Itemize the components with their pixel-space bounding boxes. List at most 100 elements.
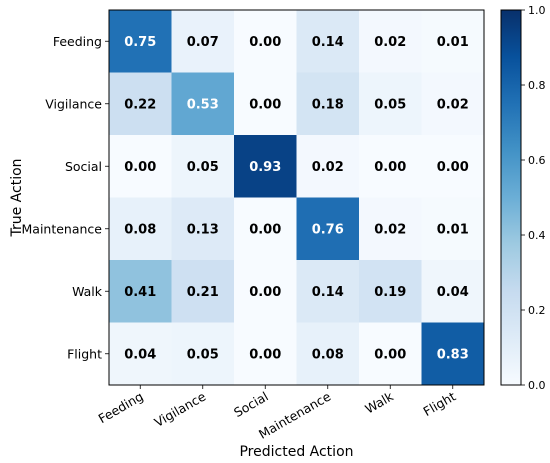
x-tick-label: Vigilance [152,388,209,430]
cell-value-label: 0.04 [124,347,156,362]
cell-value-label: 0.22 [124,97,156,112]
cell-value-label: 0.41 [124,285,156,300]
heatmap-cell [234,197,297,261]
cell-value-label: 0.02 [374,35,406,50]
heatmap-cell [421,322,485,386]
y-tick-label: Social [65,159,102,174]
y-axis-ticks: Feeding Vigilance Social Maintenance Walk Fli… [22,34,109,361]
heatmap-cell [296,10,360,73]
y-tick-label: Walk [72,284,103,299]
cell-value-label: 0.01 [437,222,469,237]
cell-value-label: 0.08 [312,347,344,362]
heatmap-cell [359,260,422,323]
cell-value-label: 0.13 [187,222,219,237]
cell-value-label: 0.83 [437,347,469,362]
cell-value-label: 0.02 [312,160,344,175]
y-tick-label: Feeding [53,34,102,49]
heatmap-cell [421,135,485,198]
cell-value-label: 0.01 [437,35,469,50]
heatmap-cell [109,135,172,198]
heatmap-cell [234,260,297,323]
heatmap-cell [171,260,235,323]
plot-frame [108,9,485,386]
cell-value-label: 0.02 [374,222,406,237]
cell-value-label: 0.04 [437,285,469,300]
cell-value-label: 0.00 [249,222,281,237]
cell-value-label: 0.00 [437,160,469,175]
heatmap-cell [171,10,235,73]
colorbar-tick-label: 0.2 [528,304,546,317]
heatmap-cell [421,260,485,323]
heatmap-cell [109,260,172,323]
cell-value-label: 0.00 [124,160,156,175]
cell-value-label: 0.53 [187,97,219,112]
heatmap-cell [296,322,360,386]
heatmap-cell [421,10,485,73]
heatmap-cell [109,322,172,386]
y-axis-label: True Action [9,158,25,237]
colorbar: 0.0 0.2 0.4 0.6 0.8 1.0 [500,4,546,392]
heatmap-cell [234,72,297,136]
colorbar-tick-label: 0.8 [528,79,546,92]
heatmap-cell [109,197,172,261]
heatmap-cells [109,10,485,386]
colorbar-tick-label: 0.4 [528,229,546,242]
heatmap-cell [171,197,235,261]
heatmap-cell [296,135,360,198]
cell-value-label: 0.07 [187,35,219,50]
cell-value-label: 0.02 [437,97,469,112]
cell-value-label: 0.93 [249,160,281,175]
heatmap-cell [359,322,422,386]
cell-value-labels: 0.75 0.07 0.00 0.14 0.02 0.01 0.22 0.53 0.00 0.18… [124,35,469,363]
heatmap-cell [359,72,422,136]
cell-value-label: 0.00 [249,35,281,50]
heatmap-cell [359,10,422,73]
heatmap-cell [171,72,235,136]
cell-value-label: 0.00 [249,285,281,300]
x-tick-label: Flight [421,389,459,419]
colorbar-tick-label: 1.0 [528,4,546,17]
cell-value-label: 0.18 [312,97,344,112]
cell-value-label: 0.76 [312,222,344,237]
heatmap-cell [421,72,485,136]
cell-value-label: 0.00 [374,347,406,362]
y-tick-label: Maintenance [22,221,103,236]
cell-value-label: 0.00 [374,160,406,175]
cell-value-label: 0.08 [124,222,156,237]
heatmap-cell [296,72,360,136]
cell-value-label: 0.14 [312,285,344,300]
cell-value-label: 0.19 [374,285,406,300]
colorbar-tick-label: 0.6 [528,154,546,167]
heatmap-cell [109,72,172,136]
cell-value-label: 0.00 [249,97,281,112]
heatmap-cell [359,135,422,198]
heatmap-cell [234,135,297,198]
x-axis-label: Predicted Action [239,444,353,460]
y-tick-label: Flight [67,346,102,361]
cell-value-label: 0.05 [187,347,219,362]
colorbar-ticks: 0.0 0.2 0.4 0.6 0.8 1.0 [521,4,546,392]
heatmap-cell [109,10,172,73]
heatmap-cell [171,135,235,198]
x-tick-label: Social [231,389,271,421]
heatmap-cell [359,197,422,261]
x-tick-label: Walk [362,388,396,416]
heatmap-cell [296,260,360,323]
cell-value-label: 0.05 [187,160,219,175]
x-tick-label: Feeding [96,389,146,427]
cell-value-label: 0.05 [374,97,406,112]
cell-value-label: 0.00 [249,347,281,362]
heatmap-cell [234,10,297,73]
cell-value-label: 0.14 [312,35,344,50]
cell-value-label: 0.75 [124,35,156,50]
heatmap-cell [296,197,360,261]
colorbar-tick-label: 0.0 [528,379,546,392]
heatmap-cell [421,197,485,261]
heatmap-cell [171,322,235,386]
y-tick-label: Vigilance [45,96,102,111]
colorbar-gradient [500,9,522,386]
cell-value-label: 0.21 [187,285,219,300]
heatmap-cell [234,322,297,386]
